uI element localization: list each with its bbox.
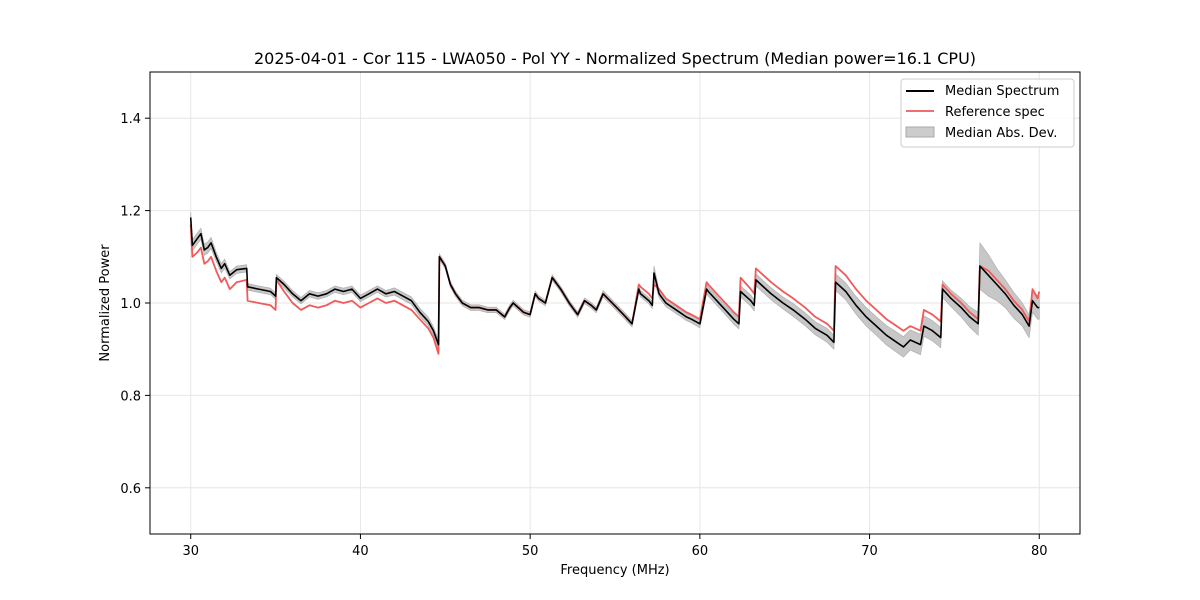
legend-swatch-mad [905,126,935,138]
legend-box [900,78,1075,148]
legend-label-reference: Reference spec [945,105,1045,120]
median-spectrum-line [189,217,1040,348]
x-axis-label: Frequency (MHz) [560,563,669,578]
x-tick-label: 60 [692,544,709,559]
y-tick-label: 0.6 [120,482,141,497]
x-tick-label: 40 [352,544,369,559]
x-tick-label: 50 [522,544,539,559]
legend: Median Spectrum Reference spec Median Ab… [900,78,1075,148]
mad-band [190,211,1040,358]
y-axis: 0.6 0.8 1.0 1.2 1.4 [120,112,150,497]
x-tick-label: 70 [861,544,878,559]
chart-title: 2025-04-01 - Cor 115 - LWA050 - Pol YY -… [254,49,976,68]
legend-label-mad: Median Abs. Dev. [945,126,1057,141]
legend-label-median: Median Spectrum [945,84,1059,99]
x-tick-label: 80 [1031,544,1048,559]
y-tick-label: 1.2 [120,205,141,220]
y-axis-label: Normalized Power [98,244,113,362]
x-tick-label: 30 [182,544,199,559]
plot-content [189,211,1041,358]
x-axis: 30 40 50 60 70 80 [182,534,1048,559]
y-tick-label: 0.8 [120,389,141,404]
y-tick-label: 1.0 [120,297,141,312]
y-tick-label: 1.4 [120,112,141,127]
